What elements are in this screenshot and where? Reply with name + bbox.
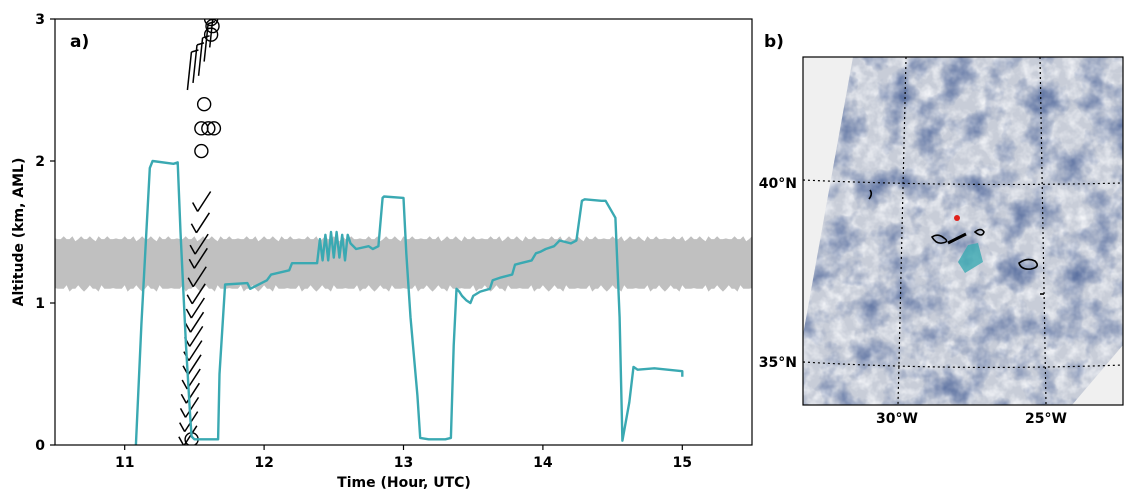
map-frame [802,56,1124,406]
wind-barb [192,266,207,288]
lat-label-35n: 35°N [759,355,797,371]
wind-barb-flag [191,202,199,212]
wind-barb [203,23,209,62]
wind-barb [193,247,208,269]
wind-barb-flag [185,308,193,319]
contour [947,232,967,245]
wind-barb [190,297,205,319]
wind-barb-flag [186,294,193,305]
panel-b-label: b) [764,32,784,52]
x-tick-label: 12 [254,455,273,471]
plot-frame [54,18,753,446]
y-tick-label: 2 [35,154,45,170]
lon-label-25w: 25°W [1025,411,1067,427]
x-tick-label: 11 [115,455,134,471]
x-tick-label: 15 [673,455,692,471]
wind-barb-flag [179,408,187,418]
wind-barb-flag [188,258,195,269]
wind-barb [184,396,200,418]
wind-barb-flag [181,379,188,390]
sounding-calm-circles [184,19,222,445]
contour [973,228,985,236]
wind-barb-flag [189,244,196,255]
panel-b-map: b) [759,32,1124,427]
wind-barb [194,233,209,255]
wind-barb-flag [191,49,199,53]
contour [930,234,948,244]
wind-barb [197,191,212,212]
wind-barb-flag [184,322,192,333]
wind-barb-flag [196,42,205,46]
y-tick-label: 3 [35,12,45,28]
x-axis-ticks: 11 12 13 14 15 [115,445,692,471]
x-axis-label: Time (Hour, UTC) [337,475,471,491]
wind-barb [189,325,204,347]
meridian-30w [897,57,907,405]
meridian-25w [1039,57,1047,405]
y-axis-ticks: 0 1 2 3 [35,12,55,454]
lon-label-30w: 30°W [876,411,918,427]
contour [1018,258,1039,270]
clear-sky-patches [803,57,1123,405]
parallel-35n [803,361,1123,368]
cloud-contours [868,189,1044,295]
wind-barb [208,19,214,48]
lat-label-40n: 40°N [759,176,797,192]
y-tick-label: 0 [35,438,45,454]
flight-track-map [958,243,983,273]
calm-circle [196,96,212,112]
wind-barb [188,340,203,362]
wind-barb-flag [190,223,198,234]
sounding-wind-barbs [178,7,221,445]
calm-circle [206,121,222,136]
y-axis-label: Altitude (km, AML) [11,158,27,307]
wind-barb [192,44,198,83]
x-tick-label: 14 [533,455,553,471]
panel-a-label: a) [70,32,89,52]
wind-barb-flag [214,7,221,9]
flight-altitude-line [134,159,684,445]
calm-circle [194,143,209,159]
contour [868,189,873,200]
x-tick-label: 13 [394,455,413,471]
y-tick-label: 1 [35,296,45,312]
wind-barb-flag [179,422,186,432]
wind-barb [195,212,211,234]
cloud-layer-band [55,236,752,292]
parallel-40n [803,179,1123,186]
wind-barb-flag [180,393,188,404]
wind-barb-flag [178,436,185,445]
wind-barb [187,354,202,376]
wind-barb [189,311,205,333]
wind-barb [183,425,198,445]
ship-marker [954,215,960,221]
wind-barb [197,37,204,76]
wind-barb [186,51,193,91]
wind-barb-flag [187,277,194,288]
wind-barb [191,283,206,305]
graticule [803,57,1123,405]
calm-circle [201,121,216,136]
calm-circle [203,19,219,27]
